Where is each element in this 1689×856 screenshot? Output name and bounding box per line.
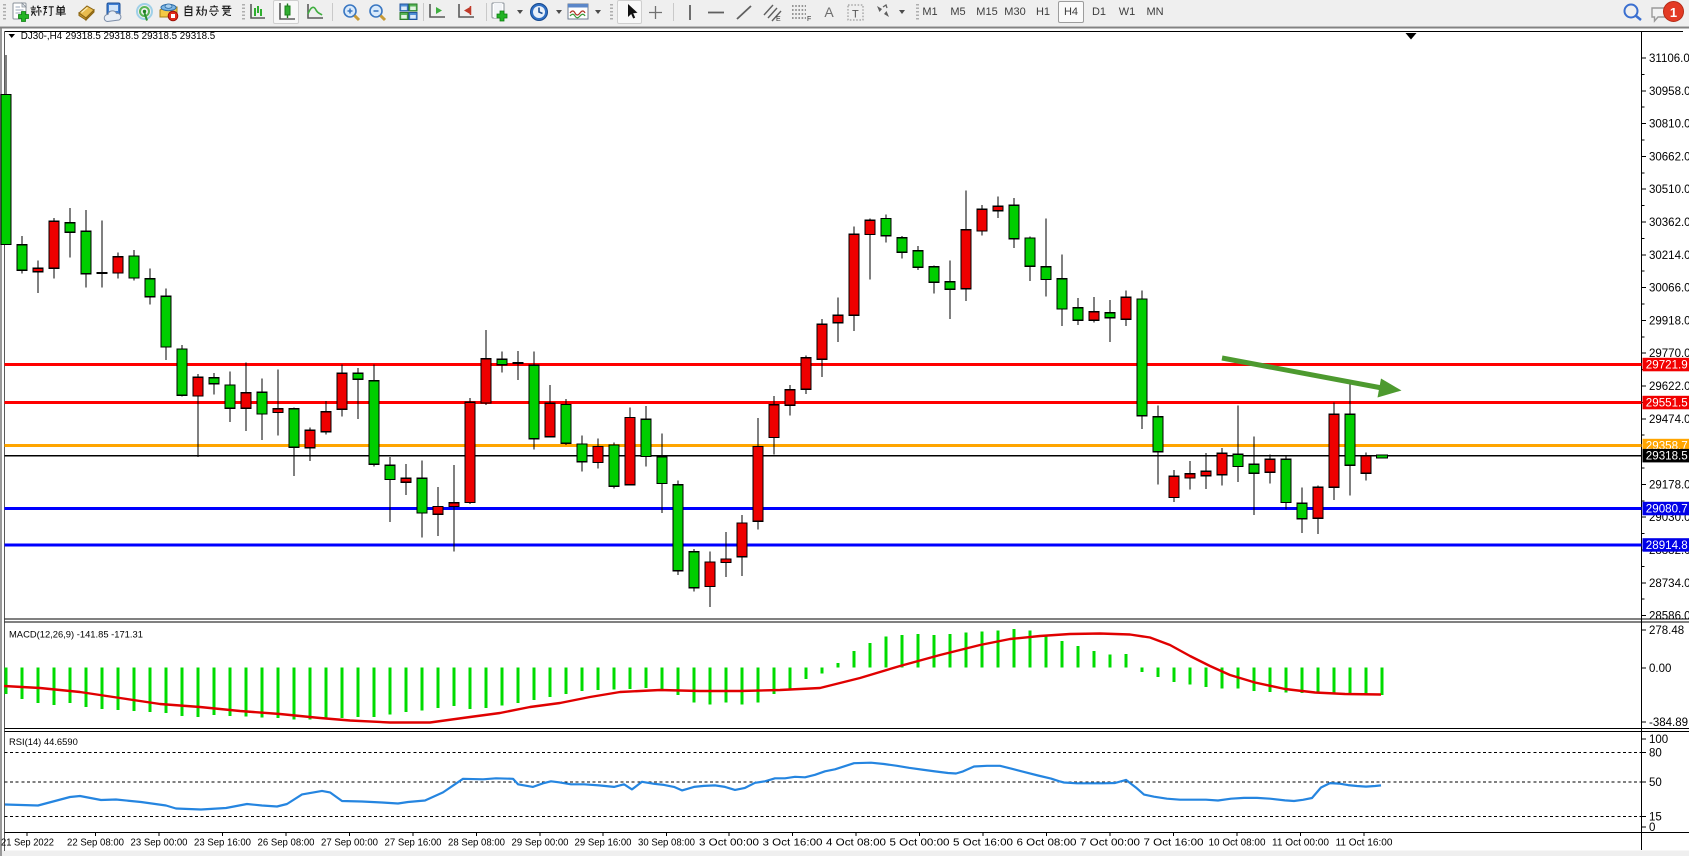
svg-text:29 Sep 16:00: 29 Sep 16:00 <box>575 838 633 849</box>
svg-text:28586.0: 28586.0 <box>1649 611 1689 623</box>
svg-text:30662.0: 30662.0 <box>1649 151 1689 163</box>
svg-text:29178.0: 29178.0 <box>1649 479 1689 491</box>
svg-text:11 Oct 16:00: 11 Oct 16:00 <box>1336 838 1394 849</box>
svg-text:T: T <box>852 9 859 21</box>
svg-text:30362.0: 30362.0 <box>1649 217 1689 229</box>
svg-text:-384.89: -384.89 <box>1649 717 1688 729</box>
svg-text:29721.9: 29721.9 <box>1646 359 1688 372</box>
svg-text:3 Oct 16:00: 3 Oct 16:00 <box>763 838 824 849</box>
svg-text:3 Oct 00:00: 3 Oct 00:00 <box>699 838 760 849</box>
svg-text:29622.0: 29622.0 <box>1649 381 1689 393</box>
svg-text:F: F <box>807 16 811 22</box>
svg-text:29770.0: 29770.0 <box>1649 348 1689 360</box>
svg-text:278.48: 278.48 <box>1649 625 1684 637</box>
svg-text:29551.5: 29551.5 <box>1646 397 1688 410</box>
svg-text:0.00: 0.00 <box>1649 663 1671 675</box>
svg-text:MACD(12,26,9) -141.85 -171.31: MACD(12,26,9) -141.85 -171.31 <box>9 629 143 640</box>
svg-text:30810.0: 30810.0 <box>1649 119 1689 131</box>
svg-text:29474.0: 29474.0 <box>1649 414 1689 426</box>
svg-text:6 Oct 08:00: 6 Oct 08:00 <box>1017 838 1078 849</box>
svg-text:30 Sep 08:00: 30 Sep 08:00 <box>638 838 696 849</box>
svg-text:29318.5 29318.5 29318.5 29318.: 29318.5 29318.5 29318.5 29318.5 <box>65 31 215 42</box>
svg-text:0: 0 <box>1649 822 1655 834</box>
svg-text:7 Oct 16:00: 7 Oct 16:00 <box>1144 838 1205 849</box>
svg-text:27 Sep 16:00: 27 Sep 16:00 <box>385 838 443 849</box>
svg-text:5 Oct 16:00: 5 Oct 16:00 <box>953 838 1014 849</box>
svg-text:26 Sep 08:00: 26 Sep 08:00 <box>258 838 316 849</box>
svg-text:22 Sep 08:00: 22 Sep 08:00 <box>67 838 125 849</box>
svg-text:DJ30-,H4: DJ30-,H4 <box>21 31 63 42</box>
svg-text:23 Sep 16:00: 23 Sep 16:00 <box>194 838 252 849</box>
svg-text:30510.0: 30510.0 <box>1649 184 1689 196</box>
svg-text:E: E <box>776 16 781 22</box>
svg-text:28734.0: 28734.0 <box>1649 578 1689 590</box>
svg-text:30214.0: 30214.0 <box>1649 250 1689 262</box>
svg-text:28914.8: 28914.8 <box>1646 539 1688 552</box>
svg-text:27 Sep 00:00: 27 Sep 00:00 <box>321 838 379 849</box>
svg-text:29918.0: 29918.0 <box>1649 315 1689 327</box>
svg-text:30958.0: 30958.0 <box>1649 86 1689 98</box>
svg-text:5 Oct 00:00: 5 Oct 00:00 <box>890 838 951 849</box>
svg-text:29318.5: 29318.5 <box>1646 450 1688 463</box>
svg-text:10 Oct 08:00: 10 Oct 08:00 <box>1209 838 1267 849</box>
svg-text:21 Sep 2022: 21 Sep 2022 <box>1 838 54 849</box>
svg-text:23 Sep 00:00: 23 Sep 00:00 <box>131 838 189 849</box>
svg-text:28 Sep 08:00: 28 Sep 08:00 <box>448 838 506 849</box>
svg-text:31106.0: 31106.0 <box>1649 53 1689 65</box>
svg-text:RSI(14) 44.6590: RSI(14) 44.6590 <box>9 736 78 747</box>
svg-text:30066.0: 30066.0 <box>1649 283 1689 295</box>
svg-text:29080.7: 29080.7 <box>1646 503 1688 516</box>
svg-text:4 Oct 08:00: 4 Oct 08:00 <box>826 838 887 849</box>
svg-text:50: 50 <box>1649 777 1662 789</box>
svg-text:100: 100 <box>1649 734 1668 746</box>
svg-text:29 Sep 00:00: 29 Sep 00:00 <box>512 838 570 849</box>
svg-text:7 Oct 00:00: 7 Oct 00:00 <box>1080 838 1141 849</box>
svg-text:80: 80 <box>1649 748 1662 760</box>
svg-text:15: 15 <box>1649 812 1662 824</box>
svg-text:11 Oct 00:00: 11 Oct 00:00 <box>1272 838 1330 849</box>
